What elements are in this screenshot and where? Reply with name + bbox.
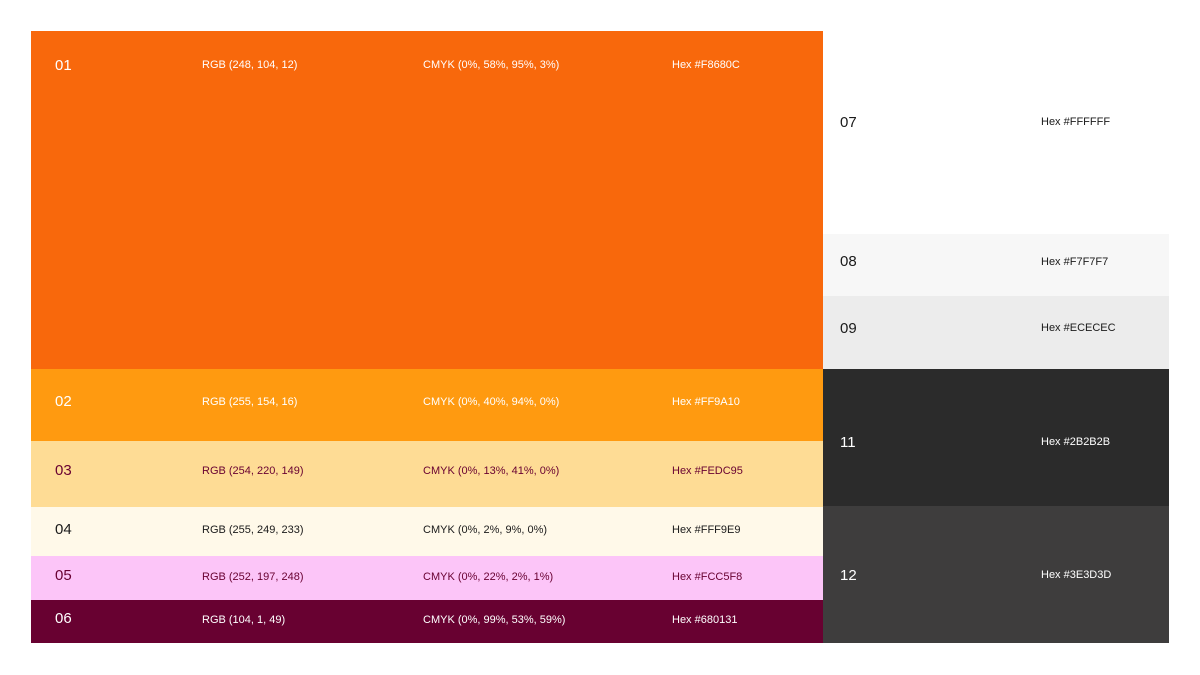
swatch-rgb: RGB (254, 220, 149) [202, 465, 304, 477]
swatch-hex: Hex #680131 [672, 614, 738, 626]
swatch-hex: Hex #FEDC95 [672, 465, 743, 477]
swatch-hex: Hex #F8680C [672, 59, 740, 71]
color-swatch-02: 02 RGB (255, 154, 16) CMYK (0%, 40%, 94%… [31, 369, 823, 441]
swatch-cmyk: CMYK (0%, 13%, 41%, 0%) [423, 465, 560, 477]
color-swatch-08: 08 Hex #F7F7F7 [823, 234, 1169, 296]
swatch-number: 12 [840, 567, 857, 584]
swatch-rgb: RGB (104, 1, 49) [202, 614, 286, 626]
swatch-number: 02 [55, 393, 72, 410]
swatch-number: 07 [840, 114, 857, 131]
swatch-cmyk: CMYK (0%, 22%, 2%, 1%) [423, 571, 554, 583]
swatch-rgb: RGB (255, 249, 233) [202, 524, 304, 536]
swatch-number: 04 [55, 521, 72, 538]
swatch-hex: Hex #FFFFFF [1041, 116, 1111, 128]
swatch-rgb: RGB (248, 104, 12) [202, 59, 298, 71]
swatch-number: 09 [840, 320, 857, 337]
swatch-number: 11 [840, 434, 856, 451]
swatch-number: 05 [55, 567, 72, 584]
swatch-hex: Hex #FF9A10 [672, 396, 740, 408]
swatch-hex: Hex #3E3D3D [1041, 569, 1112, 581]
swatch-rgb: RGB (255, 154, 16) [202, 396, 298, 408]
swatch-hex: Hex #2B2B2B [1041, 436, 1111, 448]
swatch-hex: Hex #FCC5F8 [672, 571, 743, 583]
swatch-hex: Hex #FFF9E9 [672, 524, 741, 536]
swatch-cmyk: CMYK (0%, 40%, 94%, 0%) [423, 396, 560, 408]
color-swatch-03: 03 RGB (254, 220, 149) CMYK (0%, 13%, 41… [31, 441, 823, 507]
color-swatch-07: 07 Hex #FFFFFF [823, 31, 1169, 234]
swatch-cmyk: CMYK (0%, 99%, 53%, 59%) [423, 614, 566, 626]
swatch-rgb: RGB (252, 197, 248) [202, 571, 304, 583]
color-swatch-09: 09 Hex #ECECEC [823, 296, 1169, 369]
swatch-cmyk: CMYK (0%, 2%, 9%, 0%) [423, 524, 548, 536]
swatch-number: 01 [55, 57, 72, 74]
swatch-hex: Hex #ECECEC [1041, 322, 1116, 334]
color-swatch-06: 06 RGB (104, 1, 49) CMYK (0%, 99%, 53%, … [31, 600, 823, 643]
swatch-cmyk: CMYK (0%, 58%, 95%, 3%) [423, 59, 560, 71]
swatch-number: 06 [55, 610, 72, 627]
color-swatch-01: 01 RGB (248, 104, 12) CMYK (0%, 58%, 95%… [31, 31, 823, 369]
color-swatch-12: 12 Hex #3E3D3D [823, 506, 1169, 643]
color-swatch-05: 05 RGB (252, 197, 248) CMYK (0%, 22%, 2%… [31, 556, 823, 600]
swatch-number: 03 [55, 462, 72, 479]
color-swatch-04: 04 RGB (255, 249, 233) CMYK (0%, 2%, 9%,… [31, 507, 823, 556]
swatch-number: 08 [840, 253, 857, 270]
swatch-hex: Hex #F7F7F7 [1041, 256, 1109, 268]
color-swatch-11: 11 Hex #2B2B2B [823, 369, 1169, 506]
